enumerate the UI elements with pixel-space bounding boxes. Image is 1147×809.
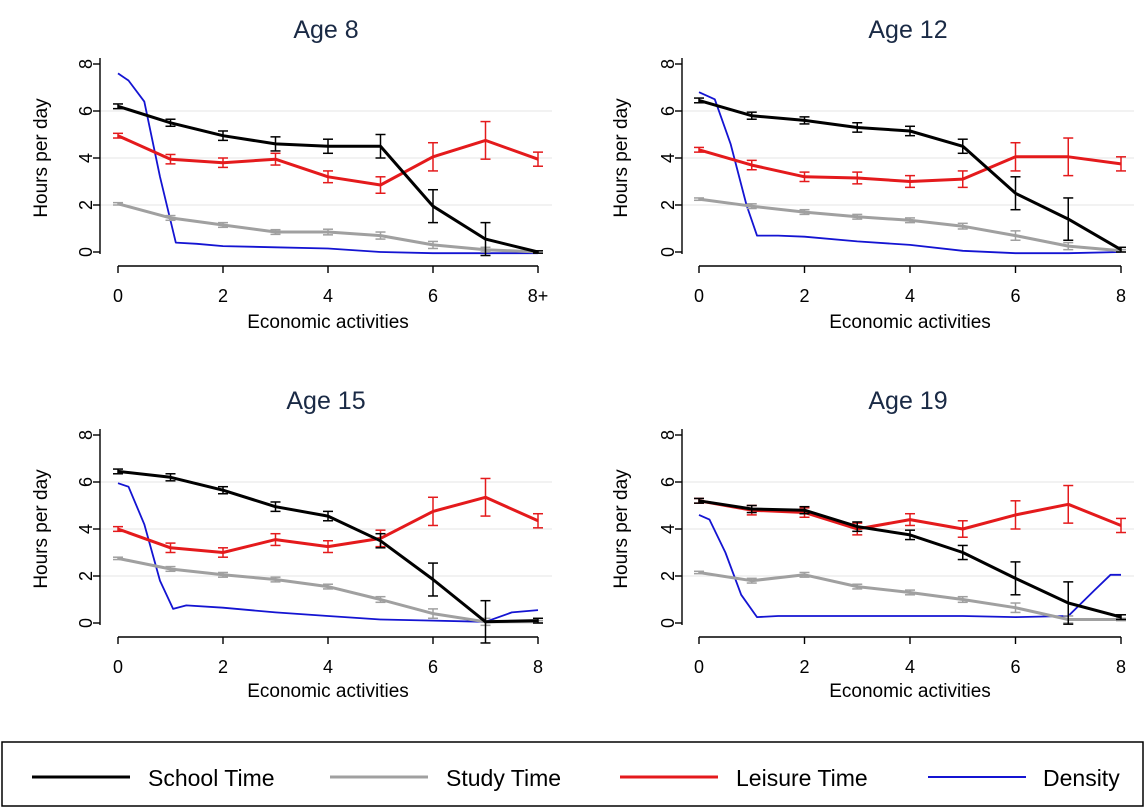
x-tick-label: 4 xyxy=(905,657,915,677)
y-axis-label: Hours per day xyxy=(31,98,52,218)
y-tick-label: 4 xyxy=(76,153,96,163)
x-axis-label: Economic activities xyxy=(829,312,991,333)
y-tick-label: 2 xyxy=(76,200,96,210)
legend-label-density: Density xyxy=(1043,765,1120,791)
x-tick-label: 6 xyxy=(1010,286,1020,306)
x-tick-label: 4 xyxy=(323,286,333,306)
y-axis-label: Hours per day xyxy=(31,469,52,589)
y-tick-label: 2 xyxy=(658,571,678,581)
x-axis-label: Economic activities xyxy=(829,681,991,702)
x-tick-label: 0 xyxy=(113,286,123,306)
x-tick-label: 8 xyxy=(533,657,543,677)
series-density xyxy=(117,72,538,255)
legend: School Time Study Time Leisure Time Dens… xyxy=(1,741,1144,807)
series-study-time xyxy=(113,201,543,254)
y-tick-label: 4 xyxy=(658,524,678,534)
series-school-time xyxy=(694,497,1126,625)
y-tick-label: 0 xyxy=(658,618,678,628)
x-tick-label: 2 xyxy=(218,286,228,306)
y-tick-label: 8 xyxy=(658,59,678,69)
chart-panel-4: 0 2 4 6 8 0 2 4 6 8 Age 19 Economic activities Hours… xyxy=(611,387,1134,702)
y-tick-label: 4 xyxy=(658,153,678,163)
legend-label-study-time: Study Time xyxy=(446,765,561,791)
chart-panel-3: 0 2 4 6 8 0 2 4 6 8 Age 15 Economic activities Hours… xyxy=(31,387,552,702)
series-density xyxy=(698,91,1122,255)
y-tick-label: 4 xyxy=(76,524,96,534)
y-tick-label: 6 xyxy=(658,106,678,116)
chart-panels: 0 2 4 6 8 0 2 4 6 8+ Age 8 Economic activities Hours… xyxy=(31,16,1134,702)
x-tick-label: 6 xyxy=(1010,657,1020,677)
series-leisure-time xyxy=(694,484,1126,538)
x-tick-label: 0 xyxy=(694,657,704,677)
y-axis-label: Hours per day xyxy=(611,469,632,589)
y-tick-label: 0 xyxy=(76,247,96,257)
panel-title: Age 8 xyxy=(293,16,358,44)
y-tick-label: 8 xyxy=(658,430,678,440)
y-axis-label: Hours per day xyxy=(611,98,632,218)
y-tick-label: 2 xyxy=(76,571,96,581)
series-leisure-time xyxy=(694,137,1126,189)
x-tick-label: 0 xyxy=(694,286,704,306)
series-school-time xyxy=(694,97,1126,253)
series-study-time xyxy=(694,197,1126,253)
y-tick-label: 8 xyxy=(76,59,96,69)
x-tick-label: 2 xyxy=(799,657,809,677)
series-leisure-time xyxy=(113,477,543,558)
y-tick-label: 0 xyxy=(76,618,96,628)
series-leisure-time xyxy=(113,120,543,194)
x-tick-label: 8+ xyxy=(528,286,549,306)
series-line-density xyxy=(698,514,1121,618)
panel-title: Age 19 xyxy=(868,387,947,415)
series-line-density xyxy=(698,91,1122,255)
y-tick-label: 2 xyxy=(658,200,678,210)
legend-label-school-time: School Time xyxy=(148,765,275,791)
y-tick-label: 6 xyxy=(76,477,96,487)
x-tick-label: 8 xyxy=(1116,286,1126,306)
chart-panel-2: 0 2 4 6 8 0 2 4 6 8 Age 12 Economic activities Hours… xyxy=(611,16,1134,333)
x-tick-label: 4 xyxy=(905,286,915,306)
series-school-time xyxy=(113,103,543,257)
y-tick-label: 0 xyxy=(658,247,678,257)
x-tick-label: 2 xyxy=(799,286,809,306)
x-tick-label: 2 xyxy=(218,657,228,677)
x-axis-label: Economic activities xyxy=(247,312,409,333)
series-line-density xyxy=(117,72,538,255)
x-axis-label: Economic activities xyxy=(247,681,409,702)
y-tick-label: 8 xyxy=(76,430,96,440)
x-tick-label: 0 xyxy=(113,657,123,677)
legend-label-leisure-time: Leisure Time xyxy=(736,765,868,791)
y-tick-label: 6 xyxy=(76,106,96,116)
x-tick-label: 6 xyxy=(428,657,438,677)
chart-panel-1: 0 2 4 6 8 0 2 4 6 8+ Age 8 Economic activities Hours… xyxy=(31,16,552,333)
series-school-time xyxy=(113,468,543,644)
panel-title: Age 12 xyxy=(868,16,947,44)
panel-title: Age 15 xyxy=(286,387,365,415)
x-tick-label: 8 xyxy=(1116,657,1126,677)
legend-box xyxy=(1,741,1144,807)
series-density xyxy=(698,514,1121,618)
y-tick-label: 6 xyxy=(658,477,678,487)
x-tick-label: 4 xyxy=(323,657,333,677)
x-tick-label: 6 xyxy=(428,286,438,306)
